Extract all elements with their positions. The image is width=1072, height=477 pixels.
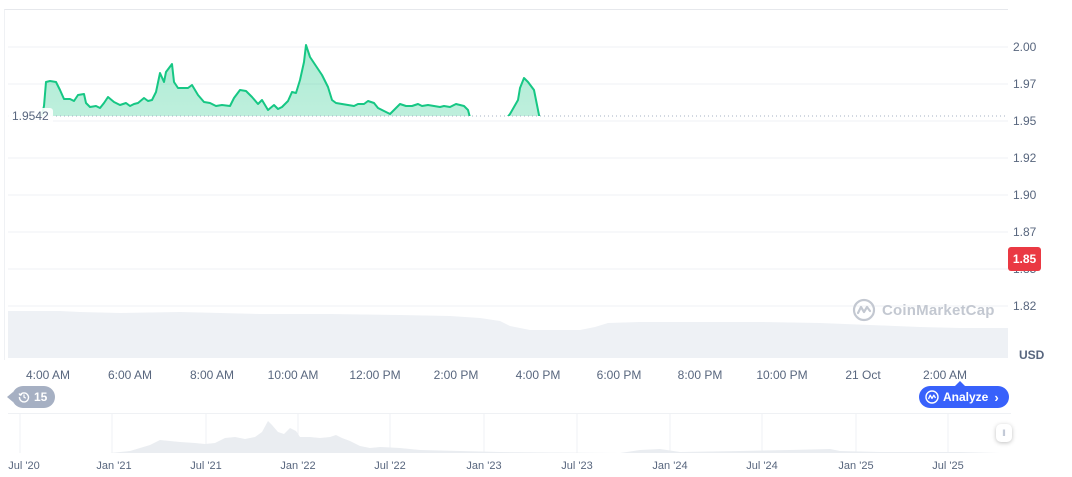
x-tick-label: 6:00 AM [107, 368, 153, 382]
navigator-handle[interactable]: ‖ [996, 424, 1012, 442]
x-tick-label: 8:00 AM [189, 368, 235, 382]
gridlines [8, 46, 1008, 307]
x-tick-label: 2:00 PM [433, 368, 479, 382]
x-tick-label: 4:00 AM [25, 368, 71, 382]
price-area-fill [8, 45, 1008, 116]
x-tick-label: 8:00 PM [677, 368, 723, 382]
navigator-tick-label: Jan '25 [838, 460, 874, 472]
coinmarketcap-logo-icon [852, 298, 876, 322]
y-tick-label: 1.97 [1013, 77, 1037, 91]
coinmarketcap-watermark: CoinMarketCap [852, 298, 995, 322]
navigator-tick-label: Jul '20 [8, 460, 40, 472]
history-clock-icon [18, 392, 30, 403]
y-tick-label: 1.92 [1013, 151, 1037, 165]
analyze-label: Analyze [943, 390, 989, 404]
y-tick-label: 1.95 [1013, 114, 1037, 128]
navigator-tick-label: Jul '22 [374, 460, 406, 472]
reference-price-label: 1.9542 [8, 108, 53, 124]
y-tick-label: 2.00 [1013, 40, 1037, 54]
x-tick-label: 10:00 PM [756, 368, 808, 382]
y-tick-label: 1.90 [1013, 188, 1037, 202]
navigator-tick-label: Jan '22 [280, 460, 316, 472]
volume-area [8, 311, 1008, 358]
grip-icon: ‖ [1002, 428, 1006, 438]
navigator-tick-label: Jul '24 [746, 460, 778, 472]
x-tick-label: 6:00 PM [596, 368, 642, 382]
x-tick-label: 12:00 PM [349, 368, 401, 382]
navigator-tick-label: Jul '21 [190, 460, 222, 472]
cmc-ai-icon [925, 390, 939, 404]
navigator-tick-label: Jul '23 [561, 460, 593, 472]
navigator-area [8, 421, 1000, 453]
x-tick-label: 10:00 AM [267, 368, 319, 382]
watermark-text: CoinMarketCap [882, 301, 995, 319]
navigator-tick-label: Jan '23 [466, 460, 502, 472]
navigator-tick-label: Jan '21 [96, 460, 132, 472]
x-tick-label: 4:00 PM [515, 368, 561, 382]
current-price-tag: 1.85 [1008, 247, 1041, 271]
navigator[interactable] [8, 413, 1011, 456]
history-badge[interactable]: 15 [6, 386, 56, 408]
navigator-tick-label: Jul '25 [932, 460, 964, 472]
chevron-right-icon: › [994, 389, 999, 405]
x-tick-label: 2:00 AM [922, 368, 968, 382]
price-line-green [7, 44, 541, 116]
chart-frame [4, 9, 1008, 360]
x-tick-label: 21 Oct [845, 368, 881, 382]
history-count: 15 [34, 390, 48, 404]
y-tick-label: 1.87 [1013, 225, 1037, 239]
analyze-button[interactable]: Analyze › [919, 381, 1009, 408]
y-tick-label: 1.82 [1013, 299, 1037, 313]
navigator-tick-label: Jan '24 [652, 460, 688, 472]
currency-label: USD [1019, 348, 1045, 362]
